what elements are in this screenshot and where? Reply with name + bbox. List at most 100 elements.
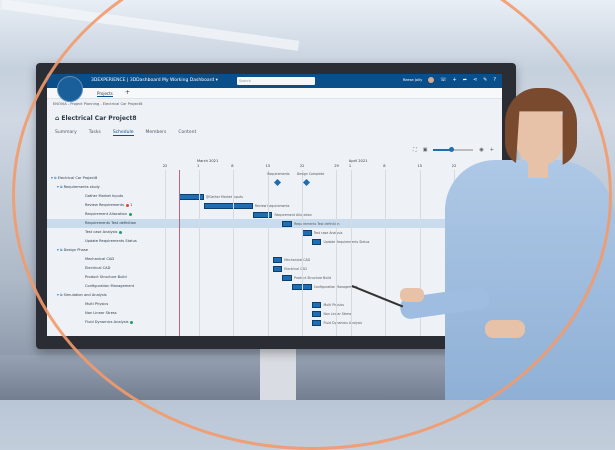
milestone-diamond[interactable] xyxy=(273,178,281,187)
date-tick: 22 xyxy=(451,164,457,168)
task-name: Electrical CAD xyxy=(85,266,111,270)
avatar[interactable] xyxy=(428,77,435,83)
milestone-label: Design Complete xyxy=(296,172,325,176)
task-name: Product Structure Build xyxy=(85,275,127,279)
group-row[interactable]: ▾ ⧉ Design Phase xyxy=(47,246,494,255)
gantt-bar-label: Non Linear Stress xyxy=(323,312,352,316)
task-row[interactable]: Non Linear Stress xyxy=(47,309,494,318)
task-name: Requirements study xyxy=(63,185,100,189)
gantt-bar[interactable] xyxy=(311,319,322,326)
image-icon[interactable]: ▣ xyxy=(422,147,428,153)
help-icon[interactable]: ? xyxy=(493,77,496,83)
tab-projects[interactable]: Projects xyxy=(97,91,113,97)
tab-schedule[interactable]: Schedule xyxy=(112,130,134,136)
task-row[interactable]: Requirements Test definition xyxy=(47,219,494,228)
tab-summary[interactable]: Summary xyxy=(55,130,77,135)
eye-icon[interactable]: ◉ xyxy=(479,147,484,153)
gantt-bar[interactable] xyxy=(311,238,322,245)
gantt-bar[interactable] xyxy=(301,229,312,236)
task-row[interactable]: Requirement Allocation xyxy=(47,210,494,219)
slider-fill xyxy=(433,149,452,151)
zoom-slider[interactable] xyxy=(433,147,474,152)
gantt-bar-label: Requirement Allocation xyxy=(274,213,312,217)
task-row[interactable]: Electrical CAD xyxy=(47,264,494,273)
gantt-bar-label: Review Requirements xyxy=(254,204,290,208)
tab-content[interactable]: Content xyxy=(178,130,197,135)
gantt-bar[interactable] xyxy=(282,274,293,281)
search-input[interactable]: Search xyxy=(237,77,315,85)
app-title: 3DEXPERIENCE | 3DDashboard My Working Da… xyxy=(91,78,218,83)
gantt-bar-label: Multi Physics xyxy=(323,303,345,307)
group-row[interactable]: ▾ ⧉ Electrical Car Project8 xyxy=(47,174,494,183)
slider-handle xyxy=(449,147,455,152)
gantt-bar[interactable] xyxy=(282,220,293,227)
month-label: March 2021 xyxy=(197,159,219,163)
date-tick: 29 xyxy=(334,164,339,168)
tab-tasks[interactable]: Tasks xyxy=(88,130,101,135)
add-tab-icon[interactable]: + xyxy=(125,89,131,96)
add-icon[interactable]: + xyxy=(489,147,494,153)
gantt-bar[interactable] xyxy=(203,202,253,209)
task-name: Fluid Dynamics Analysis xyxy=(85,320,129,324)
tabs: Summary Tasks Schedule Members Content xyxy=(55,130,196,136)
month-label: April 2021 xyxy=(348,159,368,163)
task-name: Gather Market Inputs xyxy=(85,194,124,198)
page-title: ⌂ Electrical Car Project8 xyxy=(55,115,137,122)
task-row[interactable]: Multi Physics xyxy=(47,300,494,309)
gantt-bar[interactable] xyxy=(179,193,204,200)
top-bar: 3DEXPERIENCE | 3DDashboard My Working Da… xyxy=(47,74,502,88)
gantt-toolbar: ⛶ ▣ ◉ + xyxy=(413,147,494,153)
tools-icon[interactable]: ✎ xyxy=(483,77,488,83)
share-icon[interactable]: ➦ xyxy=(462,77,467,83)
gantt-bar[interactable] xyxy=(272,256,283,263)
gantt-bar[interactable] xyxy=(311,301,322,308)
gantt-bar[interactable] xyxy=(272,265,283,272)
task-row[interactable]: Fluid Dynamics Analysis xyxy=(47,318,494,327)
task-row[interactable]: Configuration Management xyxy=(47,282,494,291)
gantt-bar-label: Update Requirements Status xyxy=(323,240,370,244)
network-icon[interactable]: ⋖ xyxy=(472,77,478,83)
gantt-bar-label: @Gather Market Inputs xyxy=(205,195,243,199)
date-tick: 1 xyxy=(197,164,200,168)
task-name: Update Requirements Status xyxy=(85,239,137,243)
task-row[interactable]: Test case Analysis xyxy=(47,228,494,237)
milestone-label: Requirements xyxy=(267,172,290,176)
tab-members[interactable]: Members xyxy=(145,130,167,135)
task-name: Simulation and Analysis xyxy=(63,293,107,297)
gantt-bar[interactable] xyxy=(311,310,322,317)
task-row[interactable]: Mechanical CAD xyxy=(47,255,494,264)
compass-logo[interactable] xyxy=(57,76,83,102)
folder-icon: ▾ ⧉ xyxy=(57,185,64,189)
task-name: Design Phase xyxy=(63,248,88,252)
folder-icon: ▾ ⧉ xyxy=(57,293,64,297)
group-row[interactable]: ▾ ⧉ Requirements study xyxy=(47,183,494,192)
task-row[interactable]: Review Requirements 1 xyxy=(47,201,494,210)
gantt-bar-label: Requirements Test definition xyxy=(294,222,340,226)
status-green-icon xyxy=(130,320,134,324)
task-row[interactable]: Update Requirements Status xyxy=(47,237,494,246)
gantt-bar-label: Mechanical CAD xyxy=(284,258,311,262)
gantt-bar-label: Test case Analysis xyxy=(313,231,343,235)
monitor-stand xyxy=(260,345,296,400)
status-green-icon xyxy=(128,212,132,216)
task-name: Multi Physics xyxy=(85,302,109,306)
fit-icon[interactable]: ⛶ xyxy=(413,147,417,153)
task-name: Non Linear Stress xyxy=(85,311,117,315)
notifications-icon[interactable]: ☏ xyxy=(440,77,447,83)
grid-line xyxy=(336,170,337,336)
task-row[interactable]: Product Structure Build xyxy=(47,273,494,282)
group-row[interactable]: ▾ ⧉ Simulation and Analysis xyxy=(47,291,494,300)
status-red-icon xyxy=(125,203,129,207)
date-tick: 15 xyxy=(265,164,271,168)
grid-line xyxy=(419,170,420,336)
badge: 1 xyxy=(129,203,133,207)
status-green-icon xyxy=(119,230,123,234)
task-row[interactable]: Gather Market Inputs xyxy=(47,192,494,201)
grid-line xyxy=(385,170,386,336)
gantt-bar[interactable] xyxy=(252,211,273,218)
milestone-diamond[interactable] xyxy=(303,178,311,187)
add-icon[interactable]: + xyxy=(452,77,457,83)
grid-line xyxy=(199,170,200,336)
gantt-bar-label: Electrical CAD xyxy=(284,267,307,271)
task-name: Requirements Test definition xyxy=(85,221,137,225)
